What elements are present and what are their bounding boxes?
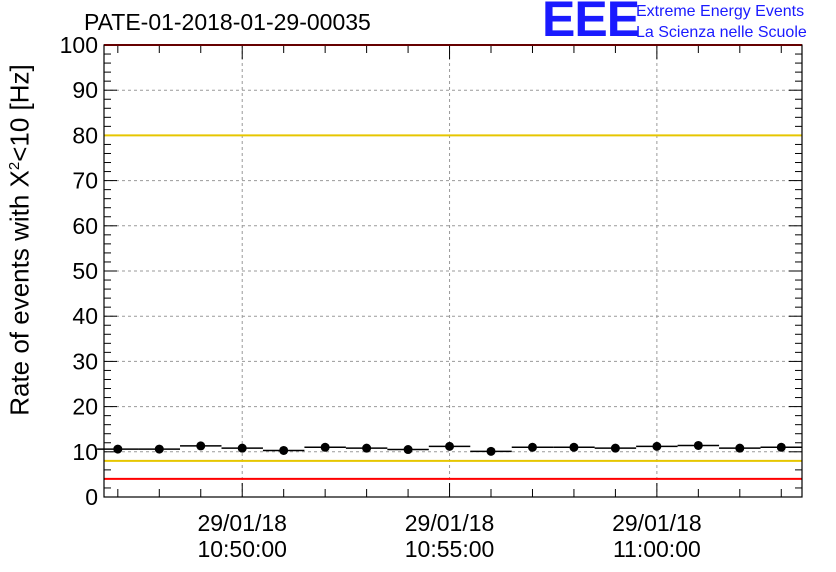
data-point <box>154 444 164 454</box>
logo-line-2: La Scienza nelle Scuole <box>636 24 807 41</box>
data-point <box>486 446 496 456</box>
data-point <box>652 441 662 451</box>
y-tick-label: 80 <box>72 122 98 148</box>
data-point <box>527 442 537 452</box>
y-tick-label: 30 <box>72 348 98 374</box>
y-tick-label: 0 <box>85 484 98 510</box>
x-tick-time-label: 11:00:00 <box>613 536 701 562</box>
y-tick-label: 70 <box>72 168 98 194</box>
data-point <box>196 441 206 451</box>
plot-frame <box>103 44 803 498</box>
x-tick-time-label: 10:55:00 <box>405 536 495 562</box>
y-tick-label: 90 <box>72 77 98 103</box>
x-tick-date-label: 29/01/18 <box>612 510 702 536</box>
data-point <box>113 444 123 454</box>
chart-title: PATE-01-2018-01-29-00035 <box>84 9 371 35</box>
data-point <box>362 443 372 453</box>
data-point <box>445 441 455 451</box>
data-point <box>403 445 413 455</box>
y-tick-label: 100 <box>60 32 98 58</box>
x-tick-date-label: 29/01/18 <box>405 510 495 536</box>
y-tick-label: 10 <box>72 439 98 465</box>
y-tick-label: 50 <box>72 258 98 284</box>
x-tick-date-label: 29/01/18 <box>197 510 287 536</box>
data-point <box>693 440 703 450</box>
y-tick-label: 20 <box>72 394 98 420</box>
data-point <box>569 442 579 452</box>
x-tick-time-label: 10:50:00 <box>197 536 287 562</box>
data-point <box>237 443 247 453</box>
data-point <box>610 443 620 453</box>
logo-line-1: Extreme Energy Events <box>636 3 805 20</box>
data-point <box>776 442 786 452</box>
y-tick-label: 40 <box>72 303 98 329</box>
data-point <box>735 443 745 453</box>
eee-logo: EEE <box>542 0 640 47</box>
data-point <box>320 442 330 452</box>
y-tick-label: 60 <box>72 213 98 239</box>
data-point <box>279 445 289 455</box>
